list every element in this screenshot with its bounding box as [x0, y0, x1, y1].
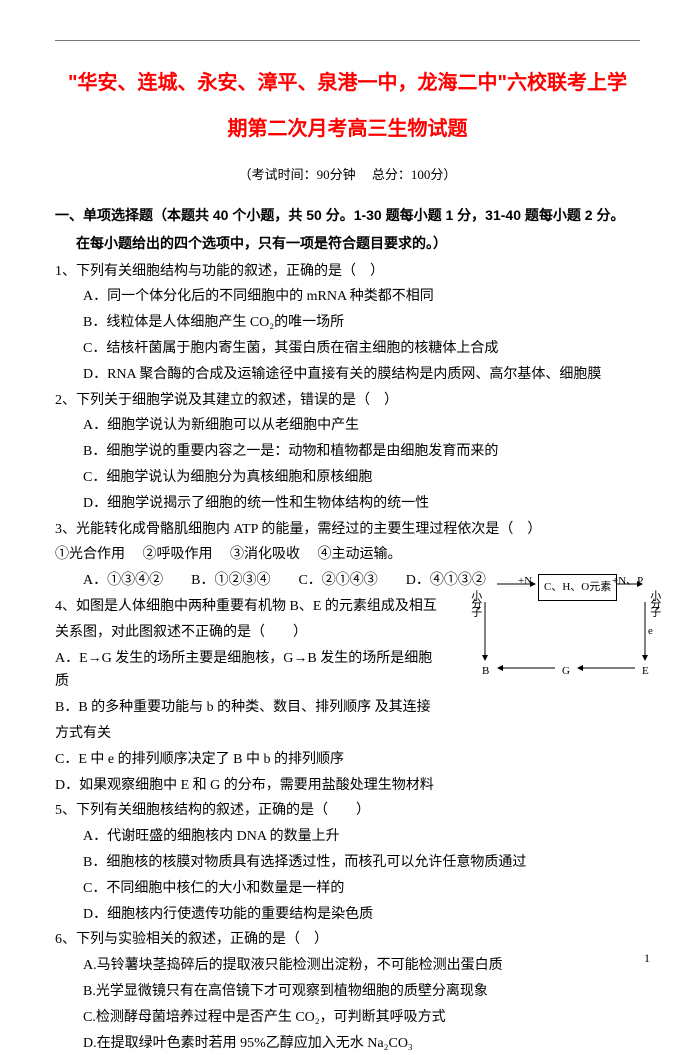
question-2-option-d: D．细胞学说揭示了细胞的统一性和生物体结构的统一性: [55, 492, 640, 516]
diagram-right-small-label: 小分子: [645, 590, 664, 614]
question-6-option-d: D.在提取绿叶色素时若用 95%乙醇应加入无水 Na₂CO₃: [55, 1032, 640, 1055]
exam-title-line1: "华安、连城、永安、漳平、泉港一中，龙海二中"六校联考上学: [55, 66, 640, 100]
question-5-option-d: D．细胞核内行使遗传功能的重要结构是染色质: [55, 903, 640, 927]
question-3-line1: ①光合作用 ②呼吸作用 ③消化吸收 ④主动运输。: [55, 543, 640, 567]
diagram-arrow-right-label: +N、P: [612, 572, 643, 591]
question-1-stem: 1、下列有关细胞结构与功能的叙述，正确的是（ ）: [55, 260, 640, 284]
question-2-option-b: B．细胞学说的重要内容之一是：动物和植物都是由细胞发育而来的: [55, 440, 640, 464]
question-5-option-a: A．代谢旺盛的细胞核内 DNA 的数量上升: [55, 825, 640, 849]
question-1-option-c: C．结核杆菌属于胞内寄生菌，其蛋白质在宿主细胞的核糖体上合成: [55, 337, 640, 361]
diagram-arrow-left-label: +N: [518, 572, 532, 591]
question-4-option-d: D．如果观察细胞中 E 和 G 的分布，需要用盐酸处理生物材料: [55, 774, 640, 798]
section-header-line2: 在每小题给出的四个选项中，只有一项是符合题目要求的。）: [55, 232, 640, 256]
question-6-option-c: C.检测酵母菌培养过程中是否产生 CO₂，可判断其呼吸方式: [55, 1006, 640, 1030]
page-number: 1: [644, 948, 650, 968]
diagram-node-g: G: [562, 662, 570, 681]
question-6-option-b: B.光学显微镜只有在高倍镜下才可观察到植物细胞的质壁分离现象: [55, 980, 640, 1004]
question-2-option-a: A．细胞学说认为新细胞可以从老细胞中产生: [55, 414, 640, 438]
question-3-stem: 3、光能转化成骨骼肌细胞内 ATP 的能量，需经过的主要生理过程依次是（ ）: [55, 518, 640, 542]
question-1-option-a: A．同一个体分化后的不同细胞中的 mRNA 种类都不相同: [55, 285, 640, 309]
question-5-option-b: B．细胞核的核膜对物质具有选择透过性，而核孔可以允许任意物质通过: [55, 851, 640, 875]
diagram-node-b: B: [482, 662, 489, 681]
question-4-option-b-cont: 方式有关: [55, 722, 640, 746]
question-6-stem: 6、下列与实验相关的叙述，正确的是（ ）: [55, 928, 640, 952]
diagram-node-e: E: [642, 662, 649, 681]
page-top-rule: [55, 40, 640, 41]
question-1-option-d: D．RNA 聚合酶的合成及运输途径中直接有关的膜结构是内质网、高尔基体、细胞膜: [55, 363, 640, 387]
diagram-element-box: C、H、O元素: [538, 574, 617, 601]
question-4-option-c: C．E 中 e 的排列顺序决定了 B 中 b 的排列顺序: [55, 748, 640, 772]
question-4-diagram: C、H、O元素 小分子 小分子 +N +N、P B G E e: [470, 572, 660, 677]
question-5-stem: 5、下列有关细胞核结构的叙述，正确的是（ ）: [55, 799, 640, 823]
section-header-line1: 一、单项选择题（本题共 40 个小题，共 50 分。1-30 题每小题 1 分，…: [55, 204, 640, 228]
question-6-option-a: A.马铃薯块茎捣碎后的提取液只能检测出淀粉，不可能检测出蛋白质: [55, 954, 640, 978]
question-5-option-c: C．不同细胞中核仁的大小和数量是一样的: [55, 877, 640, 901]
question-4-option-b: B．B 的多种重要功能与 b 的种类、数目、排列顺序 及其连接: [55, 696, 640, 720]
exam-title-line2: 期第二次月考高三生物试题: [55, 112, 640, 146]
question-2-stem: 2、下列关于细胞学说及其建立的叙述，错误的是（ ）: [55, 389, 640, 413]
exam-meta-info: （考试时间：90分钟 总分：100分）: [55, 164, 640, 186]
diagram-left-small-label: 小分子: [466, 590, 485, 614]
diagram-label-e-small: e: [648, 622, 653, 641]
question-2-option-c: C．细胞学说认为细胞分为真核细胞和原核细胞: [55, 466, 640, 490]
question-1-option-b: B．线粒体是人体细胞产生 CO₂的唯一场所: [55, 311, 640, 335]
